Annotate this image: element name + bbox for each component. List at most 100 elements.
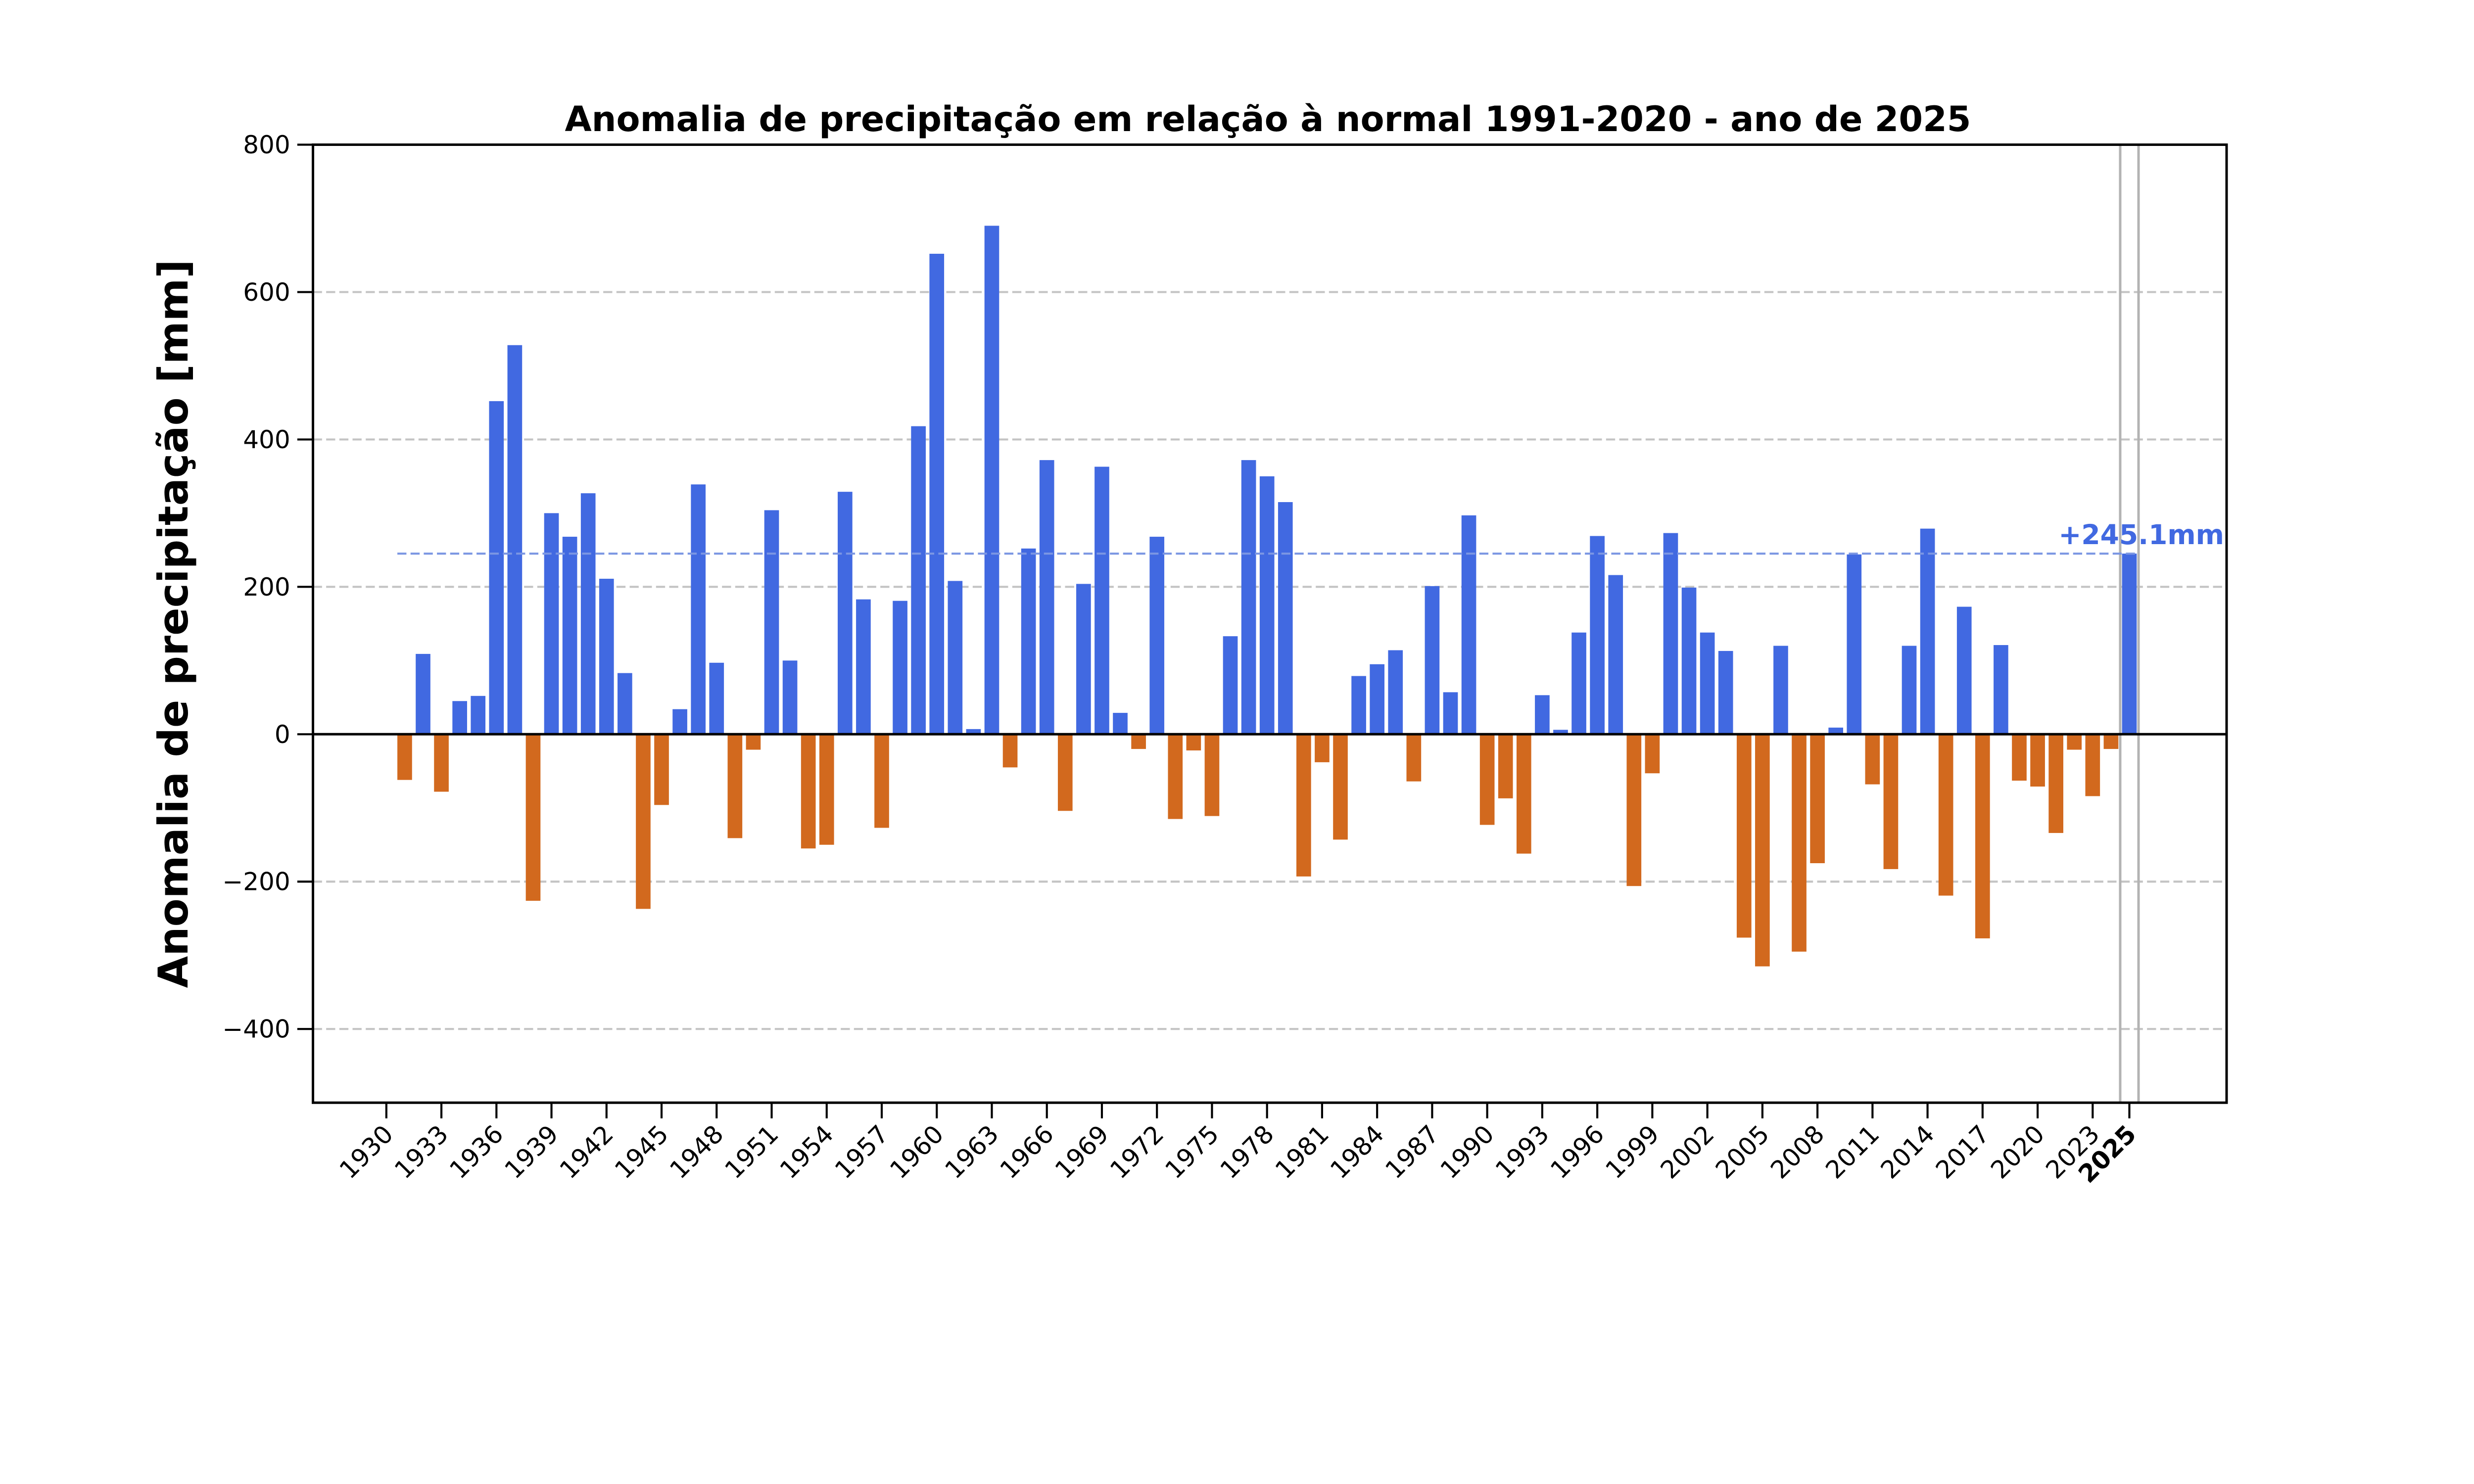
x-tick-label: 2005 bbox=[1710, 1119, 1775, 1184]
bar-1951 bbox=[764, 510, 779, 735]
y-tick-label: 800 bbox=[243, 131, 290, 159]
bar-1996 bbox=[1590, 536, 1605, 735]
y-tick-label: 200 bbox=[243, 573, 290, 602]
bar-1962 bbox=[966, 729, 981, 735]
bar-1952 bbox=[782, 660, 798, 735]
bar-1979 bbox=[1278, 502, 1293, 735]
bar-2010 bbox=[1847, 554, 1862, 735]
y-tick-label: −400 bbox=[222, 1015, 290, 1044]
bar-1948 bbox=[709, 662, 724, 735]
x-tick-label: 1966 bbox=[995, 1119, 1059, 1184]
bar-1969 bbox=[1094, 466, 1109, 735]
bar-2015 bbox=[1938, 734, 1953, 896]
bar-1993 bbox=[1535, 695, 1550, 735]
bar-1982 bbox=[1333, 734, 1348, 840]
bar-1986 bbox=[1406, 734, 1422, 782]
bar-2014 bbox=[1920, 528, 1935, 735]
x-tick-label: 1936 bbox=[444, 1119, 509, 1184]
bar-1947 bbox=[691, 484, 706, 735]
bar-1972 bbox=[1149, 537, 1165, 735]
x-tick-label: 1990 bbox=[1435, 1119, 1500, 1184]
bar-1950 bbox=[746, 734, 761, 750]
bar-1989 bbox=[1461, 515, 1476, 735]
bar-1992 bbox=[1516, 734, 1531, 854]
bars bbox=[397, 226, 2137, 967]
x-tick-label: 1984 bbox=[1325, 1119, 1389, 1184]
bar-1953 bbox=[801, 734, 816, 849]
bar-1967 bbox=[1057, 734, 1073, 811]
bar-2004 bbox=[1736, 734, 1752, 938]
y-axis-label: Anomalia de precipitação [mm] bbox=[149, 259, 197, 988]
x-tick-label: 1999 bbox=[1600, 1119, 1665, 1184]
bar-1943 bbox=[618, 673, 632, 735]
x-tick-label: 2011 bbox=[1820, 1119, 1885, 1184]
bar-2018 bbox=[1994, 645, 2008, 735]
chart-title: Anomalia de precipitação em relação à no… bbox=[565, 99, 1971, 139]
bar-1961 bbox=[948, 581, 963, 735]
x-tick-label: 1939 bbox=[499, 1119, 564, 1184]
bar-2019 bbox=[2012, 734, 2027, 781]
bar-2024 bbox=[2103, 734, 2119, 749]
bar-2011 bbox=[1865, 734, 1880, 785]
x-tick-label: 1945 bbox=[609, 1119, 674, 1184]
bar-1931 bbox=[397, 734, 412, 780]
bar-1975 bbox=[1204, 734, 1220, 816]
bar-1945 bbox=[654, 734, 669, 805]
x-tick-label: 2002 bbox=[1655, 1119, 1720, 1184]
x-ticks: 1930193319361939194219451948195119541957… bbox=[334, 1103, 2142, 1189]
x-tick-label: 1942 bbox=[554, 1119, 619, 1184]
bar-1955 bbox=[838, 492, 853, 735]
bar-1981 bbox=[1315, 734, 1330, 762]
bar-2022 bbox=[2067, 734, 2082, 750]
bar-1998 bbox=[1626, 734, 1642, 886]
x-tick-label: 1978 bbox=[1215, 1119, 1280, 1184]
bar-1944 bbox=[636, 734, 651, 909]
highlight-year-lines bbox=[2119, 144, 2140, 1103]
bar-1940 bbox=[562, 537, 577, 735]
x-tick-label: 1954 bbox=[774, 1119, 839, 1184]
y-tick-label: 400 bbox=[243, 425, 290, 454]
bar-1941 bbox=[580, 493, 596, 735]
bar-1997 bbox=[1608, 575, 1623, 735]
bar-2012 bbox=[1883, 734, 1899, 869]
y-tick-label: −200 bbox=[222, 868, 290, 896]
bar-1934 bbox=[452, 701, 467, 735]
x-tick-label: 1972 bbox=[1104, 1119, 1169, 1184]
y-ticks: −400 −200 0 200 400 600 800 bbox=[222, 131, 313, 1044]
bar-1991 bbox=[1498, 734, 1513, 798]
x-tick-label: 1930 bbox=[334, 1119, 399, 1184]
bar-2009 bbox=[1828, 727, 1844, 735]
bar-1978 bbox=[1259, 476, 1275, 735]
x-tick-label: 1981 bbox=[1270, 1119, 1334, 1184]
bar-1958 bbox=[893, 601, 907, 735]
x-tick-label: 1987 bbox=[1380, 1119, 1445, 1184]
x-tick-label: 1948 bbox=[664, 1119, 729, 1184]
bar-1995 bbox=[1571, 632, 1586, 735]
bar-1960 bbox=[929, 253, 945, 735]
reference-annotation: +245.1mm bbox=[2058, 519, 2224, 551]
bar-1954 bbox=[819, 734, 834, 845]
bar-2006 bbox=[1773, 646, 1788, 735]
bar-1946 bbox=[672, 709, 687, 735]
bar-1939 bbox=[544, 513, 559, 735]
bar-1974 bbox=[1186, 734, 1201, 751]
y-tick-label: 0 bbox=[275, 720, 290, 749]
bar-1935 bbox=[471, 696, 486, 735]
reference-line-group: +245.1mm bbox=[397, 519, 2224, 555]
y-tick-label: 600 bbox=[243, 278, 290, 307]
bar-2020 bbox=[2030, 734, 2045, 787]
bar-2008 bbox=[1810, 734, 1825, 863]
x-tick-label: 2017 bbox=[1930, 1119, 1995, 1184]
bar-1956 bbox=[856, 599, 871, 735]
precipitation-anomaly-chart: Anomalia de precipitação em relação à no… bbox=[149, 99, 2228, 1189]
bar-1936 bbox=[489, 401, 504, 735]
bar-2005 bbox=[1755, 734, 1770, 967]
bar-2001 bbox=[1681, 587, 1697, 735]
bar-2003 bbox=[1718, 650, 1733, 735]
x-tick-label: 1951 bbox=[719, 1119, 784, 1184]
bar-1965 bbox=[1021, 548, 1036, 735]
x-tick-label: 1993 bbox=[1490, 1119, 1555, 1184]
x-tick-label: 1933 bbox=[389, 1119, 454, 1184]
bar-1977 bbox=[1241, 460, 1256, 735]
bar-1933 bbox=[434, 734, 449, 792]
